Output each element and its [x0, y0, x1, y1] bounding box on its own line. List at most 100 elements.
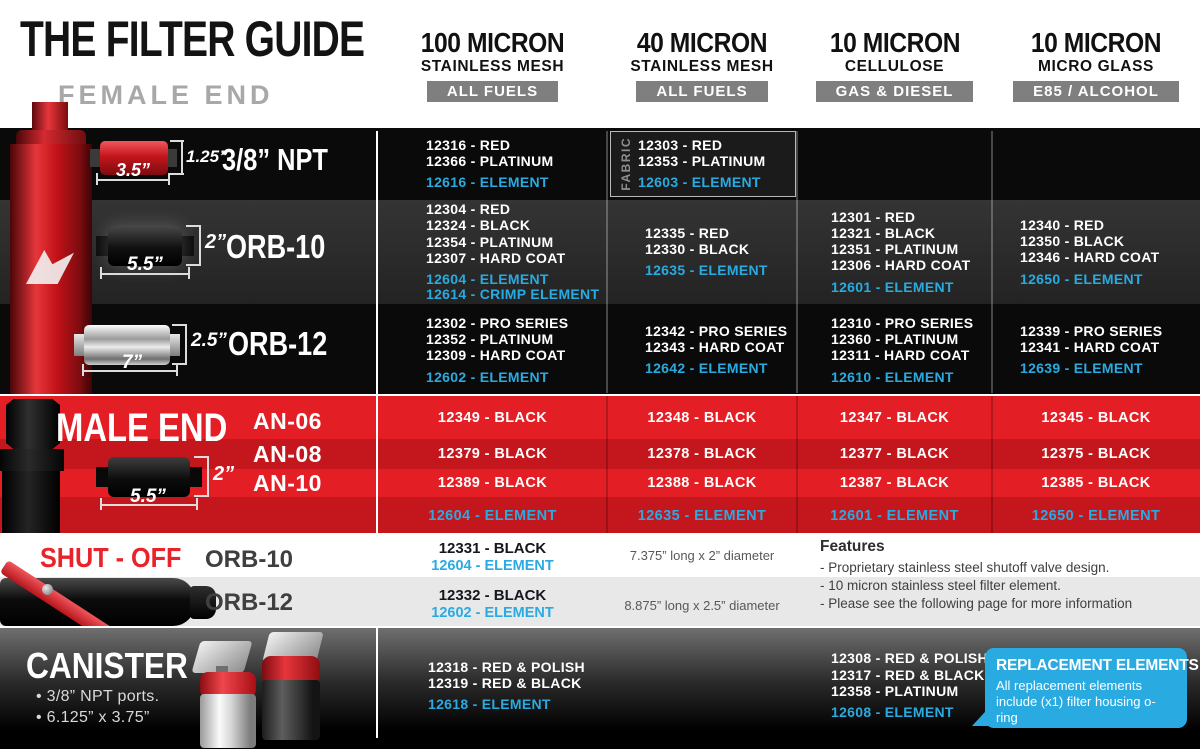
- column-header-40-micron: 40 MICRON STAINLESS MESH ALL FUELS: [607, 28, 797, 102]
- shutoff-element: 12602 - ELEMENT: [431, 605, 554, 621]
- micron-label: 100 MICRON: [420, 27, 565, 58]
- part-list: 12318 - RED & POLISH 12319 - RED & BLACK: [428, 658, 585, 691]
- divider: [606, 396, 608, 533]
- divider: [796, 131, 798, 393]
- table-cell: 12310 - PRO SERIES 12360 - PLATINUM 12311 …: [797, 304, 992, 396]
- element-list: 12650 - ELEMENT: [1020, 270, 1143, 287]
- dim-height-label: 1.25”: [186, 147, 228, 166]
- table-cell: 12349 - BLACK: [437, 410, 548, 426]
- dimension-line: [188, 267, 190, 279]
- divider: [796, 396, 798, 533]
- dimension-line: [194, 495, 209, 497]
- dimension-line: [170, 140, 184, 142]
- male-end-section: [0, 394, 1200, 396]
- table-cell: 12302 - PRO SERIES 12352 - PLATINUM 12309 …: [378, 304, 607, 396]
- element-cell: 12601 - ELEMENT: [830, 508, 959, 524]
- features-list: - Proprietary stainless steel shutoff va…: [820, 560, 1133, 611]
- part-list: 12316 - RED 12366 - PLATINUM: [426, 137, 554, 170]
- fuel-badge: GAS & DIESEL: [815, 81, 974, 102]
- table-cell: 12348 - BLACK: [647, 410, 757, 426]
- element-cell: 12604 - ELEMENT: [428, 508, 557, 524]
- canister-title: CANISTER: [26, 645, 188, 686]
- divider: [991, 396, 993, 533]
- an-port-label: AN-06: [253, 408, 322, 434]
- micron-label: 40 MICRON: [636, 27, 768, 58]
- male-band-an06: [0, 396, 1200, 439]
- element-cell: 12635 - ELEMENT: [637, 508, 767, 524]
- part-list: 12301 - RED 12321 - BLACK 12351 - PLATINUM…: [831, 208, 971, 274]
- an-port-label: AN-08: [253, 441, 322, 467]
- element-cell: 12650 - ELEMENT: [1031, 508, 1161, 524]
- dim-height-label: 2”: [205, 231, 227, 253]
- micron-label: 10 MICRON: [1030, 27, 1162, 58]
- section-divider: [0, 626, 1200, 628]
- divider: [376, 131, 378, 533]
- dim-height-label: 2.5”: [191, 330, 227, 351]
- dimension-line: [170, 173, 184, 175]
- column-header-10-micron-cellulose: 10 MICRON CELLULOSE GAS & DIESEL: [797, 28, 992, 102]
- dimension-line: [186, 264, 201, 266]
- table-cell: 12335 - RED 12330 - BLACK 12635 - ELEMENT: [607, 200, 797, 304]
- element-list: 12618 - ELEMENT: [428, 695, 551, 712]
- page-title: THE FILTER GUIDE: [20, 11, 365, 67]
- dimension-line: [207, 457, 209, 497]
- table-cell: 12304 - RED 12324 - BLACK 12354 - PLATINUM…: [378, 200, 607, 304]
- part-list: 12340 - RED 12350 - BLACK 12346 - HARD COA…: [1020, 216, 1160, 266]
- dim-length-label: 5.5”: [127, 254, 163, 275]
- shutoff-size: 7.375” long x 2” diameter: [629, 548, 775, 563]
- divider: [606, 131, 608, 393]
- dimension-line: [100, 267, 102, 279]
- dimension-line: [199, 226, 201, 266]
- dimension-line: [96, 173, 98, 185]
- table-cell: 12387 - BLACK: [839, 475, 950, 491]
- media-label: MICRO GLASS: [1038, 58, 1154, 75]
- table-cell: 12308 - RED & POLISH 12317 - RED & BLACK 1…: [797, 628, 992, 743]
- port-label-orb12: ORB-12: [228, 325, 328, 362]
- callout-title: REPLACEMENT ELEMENTS: [996, 657, 1199, 674]
- table-cell: 12378 - BLACK: [647, 446, 757, 462]
- dimension-line: [172, 324, 187, 326]
- column-header-10-micron-micro-glass: 10 MICRON MICRO GLASS E85 / ALCOHOL: [992, 28, 1200, 102]
- element-list: 12616 - ELEMENT: [426, 174, 549, 191]
- element-list: 12603 - ELEMENT: [638, 174, 761, 191]
- table-cell: 12375 - BLACK: [1041, 446, 1151, 462]
- port-label-npt: 3/8” NPT: [222, 142, 328, 177]
- shutoff-element: 12604 - ELEMENT: [431, 558, 554, 574]
- dim-length-label: 5.5”: [130, 486, 166, 507]
- column-header-100-micron: 100 MICRON STAINLESS MESH ALL FUELS: [378, 28, 607, 102]
- table-cell: 12385 - BLACK: [1041, 475, 1151, 491]
- page-subtitle: FEMALE END: [58, 80, 274, 110]
- element-list: 12639 - ELEMENT: [1020, 360, 1143, 377]
- table-cell: 12377 - BLACK: [839, 446, 950, 462]
- dimension-line: [194, 456, 209, 458]
- element-list: 12602 - ELEMENT: [426, 368, 549, 385]
- dimension-line: [96, 179, 170, 181]
- dimension-line: [100, 498, 102, 510]
- dimension-line: [196, 498, 198, 510]
- element-list: 12610 - ELEMENT: [831, 368, 954, 385]
- part-list: 12310 - PRO SERIES 12360 - PLATINUM 12311 …: [831, 314, 974, 364]
- fuel-badge: ALL FUELS: [636, 81, 768, 102]
- table-cell: 12342 - PRO SERIES 12343 - HARD COAT 1264…: [607, 304, 797, 396]
- fabric-label: FABRIC: [619, 137, 633, 191]
- canister-bullets: • 3/8” NPT ports. • 6.125” x 3.75”: [36, 688, 160, 726]
- dim-height-label: 2”: [213, 463, 235, 485]
- table-cell: 12316 - RED 12366 - PLATINUM 12616 - ELEM…: [378, 128, 607, 200]
- features-block: Features - Proprietary stainless steel s…: [820, 538, 1140, 613]
- dim-length-label: 7”: [122, 352, 143, 373]
- element-list: 12635 - ELEMENT: [645, 262, 768, 279]
- table-cell: 12301 - RED 12321 - BLACK 12351 - PLATINUM…: [797, 200, 992, 304]
- dimension-line: [82, 364, 84, 376]
- table-cell: 12340 - RED 12350 - BLACK 12346 - HARD COA…: [992, 200, 1200, 304]
- shutoff-part: 12332 - BLACK: [438, 587, 547, 604]
- media-label: STAINLESS MESH: [420, 58, 565, 75]
- dimension-line: [168, 173, 170, 185]
- fabric-cell: FABRIC 12303 - RED 12353 - PLATINUM 12603…: [610, 131, 796, 197]
- element-list: 12601 - ELEMENT: [831, 278, 954, 295]
- male-band-an08: [0, 439, 1200, 469]
- part-list: 12335 - RED 12330 - BLACK: [645, 225, 750, 258]
- media-label: STAINLESS MESH: [630, 58, 774, 75]
- table-cell: 12318 - RED & POLISH 12319 - RED & BLACK …: [378, 628, 607, 743]
- part-list: 12308 - RED & POLISH 12317 - RED & BLACK 1…: [831, 650, 988, 699]
- media-label: CELLULOSE: [844, 58, 945, 75]
